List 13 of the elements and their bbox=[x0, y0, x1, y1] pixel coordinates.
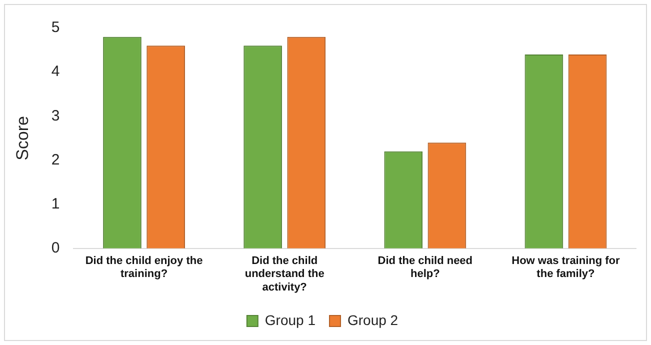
y-tick-label: 1 bbox=[51, 195, 60, 212]
y-tick-label: 0 bbox=[51, 240, 60, 257]
y-tick-label: 5 bbox=[51, 19, 60, 36]
x-tick-label: Did the child enjoy the training? bbox=[85, 255, 203, 280]
x-tick-label: Did the child need help? bbox=[378, 255, 473, 280]
y-tick-label: 3 bbox=[51, 107, 60, 124]
legend-label: Group 2 bbox=[348, 312, 398, 328]
y-axis-title: Score bbox=[12, 116, 32, 160]
legend-label: Group 1 bbox=[264, 312, 316, 328]
x-tick-label: Did the child understand the activity? bbox=[244, 255, 324, 294]
y-tick-label: 2 bbox=[51, 151, 60, 168]
y-tick-label: 4 bbox=[51, 63, 60, 80]
x-tick-label: How was training for the family? bbox=[512, 255, 621, 280]
